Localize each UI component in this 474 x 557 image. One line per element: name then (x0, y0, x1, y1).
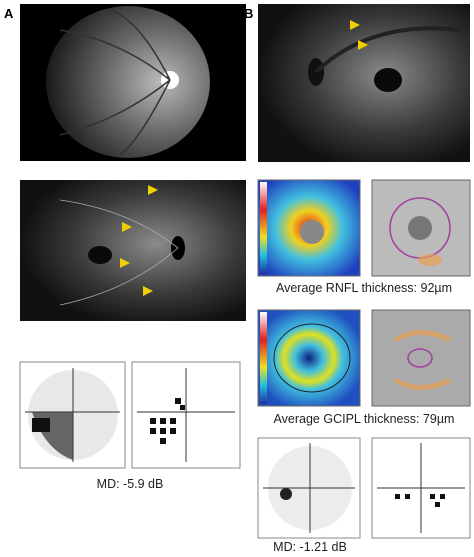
gcipl-caption: Average GCIPL thickness: 79µm (274, 412, 455, 426)
rnfl-photo (371, 179, 471, 277)
gcipl-photo (371, 309, 471, 407)
gcipl-map (257, 309, 361, 407)
rnfl-map (257, 179, 361, 277)
fundus-photo (20, 4, 246, 161)
md-caption: MD: -1.21 dB (273, 540, 347, 554)
visual-field-pattern (371, 437, 471, 539)
visual-field-grayscale (19, 361, 126, 469)
visual-field-pattern (131, 361, 241, 469)
md-caption: MD: -5.9 dB (97, 477, 164, 491)
red-free-image (20, 180, 246, 321)
panel-label: A (4, 6, 14, 21)
panel-label: B (244, 6, 253, 21)
visual-field-grayscale (257, 437, 361, 539)
rnfl-caption: Average RNFL thickness: 92µm (276, 281, 452, 295)
fundus-photo (258, 4, 470, 162)
